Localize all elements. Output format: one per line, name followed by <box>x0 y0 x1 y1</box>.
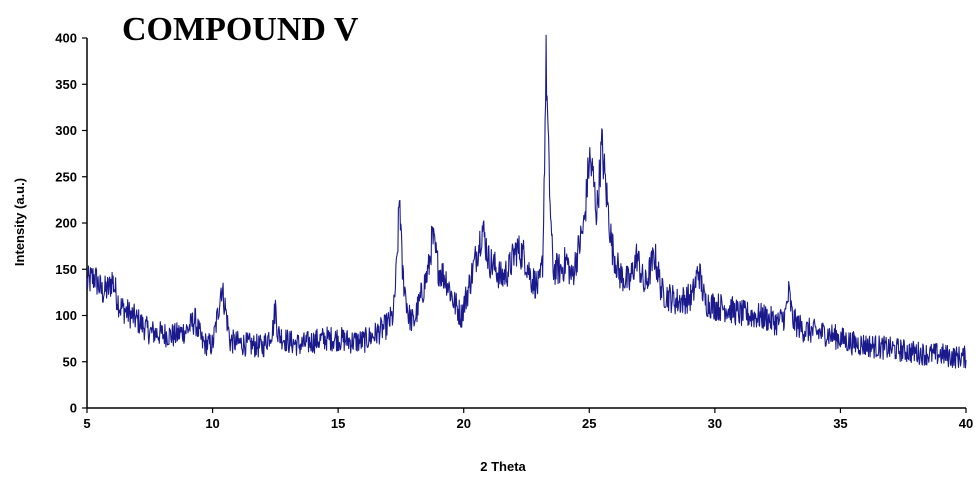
series-line <box>86 34 967 369</box>
y-tick-label: 250 <box>55 169 77 184</box>
y-tick-label: 50 <box>63 354 77 369</box>
y-axis-label: Intensity (a.u.) <box>12 178 27 266</box>
x-axis-ticks: 5 10 15 20 25 30 35 40 <box>83 408 973 431</box>
y-tick-label: 200 <box>55 216 77 231</box>
y-tick-label: 400 <box>55 31 77 46</box>
y-tick-label: 300 <box>55 123 77 138</box>
x-tick-label: 25 <box>582 416 596 431</box>
x-axis-label: 2 Theta <box>480 459 526 474</box>
x-tick-label: 5 <box>83 416 90 431</box>
y-tick-label: 0 <box>70 401 77 416</box>
y-axis-ticks: 0 50 100 150 200 250 300 350 400 <box>55 31 87 416</box>
x-tick-label: 35 <box>833 416 847 431</box>
x-tick-label: 10 <box>205 416 219 431</box>
x-tick-label: 15 <box>331 416 345 431</box>
y-tick-label: 150 <box>55 262 77 277</box>
x-tick-label: 30 <box>708 416 722 431</box>
x-tick-label: 20 <box>456 416 470 431</box>
y-tick-label: 100 <box>55 308 77 323</box>
x-tick-label: 40 <box>959 416 973 431</box>
chart-title: COMPOUND V <box>122 11 359 48</box>
y-tick-label: 350 <box>55 77 77 92</box>
